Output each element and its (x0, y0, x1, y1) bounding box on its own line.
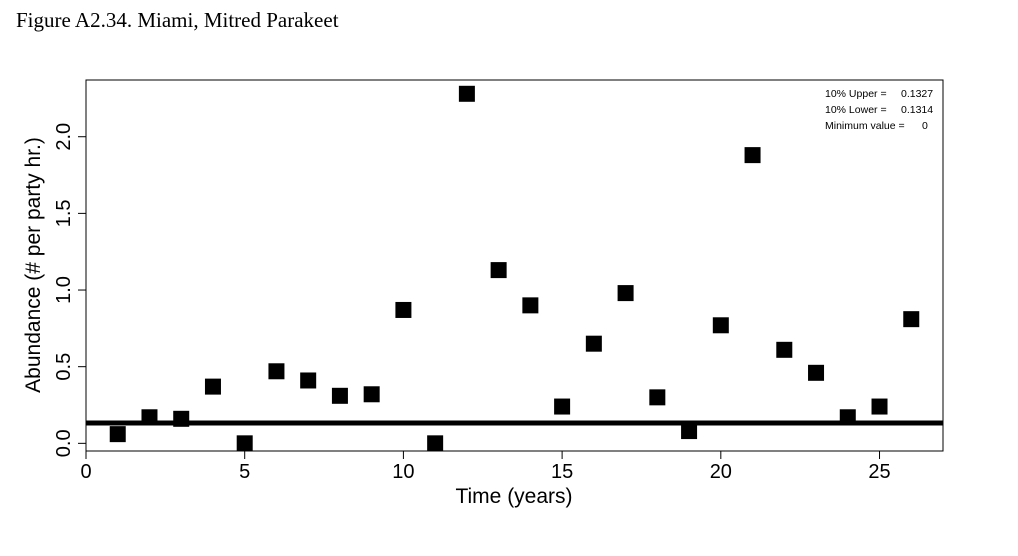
plot-frame (85, 79, 944, 452)
data-point-8 (331, 387, 348, 404)
data-point-26 (903, 311, 920, 328)
data-point-5 (236, 435, 253, 452)
data-points (109, 85, 920, 452)
data-point-19 (681, 423, 698, 440)
y-axis: 0.0 0.5 1.0 1.5 2.0 (53, 123, 86, 457)
data-point-16 (585, 335, 602, 352)
data-point-1 (109, 426, 126, 443)
data-point-2 (141, 409, 158, 426)
x-tick-label: 15 (551, 461, 573, 483)
data-point-7 (300, 372, 317, 389)
data-point-10 (395, 301, 412, 318)
legend-label: 10% Lower = (825, 104, 887, 116)
y-tick-label: 0.5 (53, 353, 75, 381)
legend-value: 0.1314 (901, 104, 933, 116)
data-point-23 (808, 364, 825, 381)
data-point-25 (871, 398, 888, 415)
legend-label: 10% Upper = (825, 88, 887, 100)
data-point-21 (744, 147, 761, 164)
data-point-13 (490, 262, 507, 279)
x-tick-label: 10 (392, 461, 414, 483)
data-point-6 (268, 363, 285, 380)
data-point-18 (649, 389, 666, 406)
data-point-11 (427, 435, 444, 452)
x-tick-label: 5 (239, 461, 250, 483)
legend: 10% Upper = 0.1327 10% Lower = 0.1314 Minimu… (825, 88, 933, 132)
data-point-12 (458, 85, 475, 102)
data-point-9 (363, 386, 380, 403)
y-tick-label: 0.0 (53, 429, 75, 457)
data-point-20 (712, 317, 729, 334)
data-point-22 (776, 341, 793, 358)
legend-value: 0 (922, 120, 928, 132)
data-point-3 (173, 410, 190, 427)
x-tick-label: 25 (868, 461, 890, 483)
x-tick-label: 20 (710, 461, 732, 483)
data-point-15 (554, 398, 571, 415)
y-tick-label: 1.0 (53, 276, 75, 304)
legend-value: 0.1327 (901, 88, 933, 100)
data-point-17 (617, 285, 634, 302)
x-tick-label: 0 (80, 461, 91, 483)
y-tick-label: 2.0 (53, 123, 75, 151)
figure-title: Figure A2.34. Miami, Mitred Parakeet (16, 8, 339, 32)
legend-label: Minimum value = (825, 120, 905, 132)
x-axis: 0 5 10 15 20 25 (80, 451, 891, 483)
data-point-24 (839, 409, 856, 426)
data-point-14 (522, 297, 539, 314)
y-axis-title: Abundance (# per party hr.) (22, 137, 45, 393)
y-tick-label: 1.5 (53, 199, 75, 227)
data-point-4 (204, 378, 221, 395)
x-axis-title: Time (years) (455, 485, 572, 508)
